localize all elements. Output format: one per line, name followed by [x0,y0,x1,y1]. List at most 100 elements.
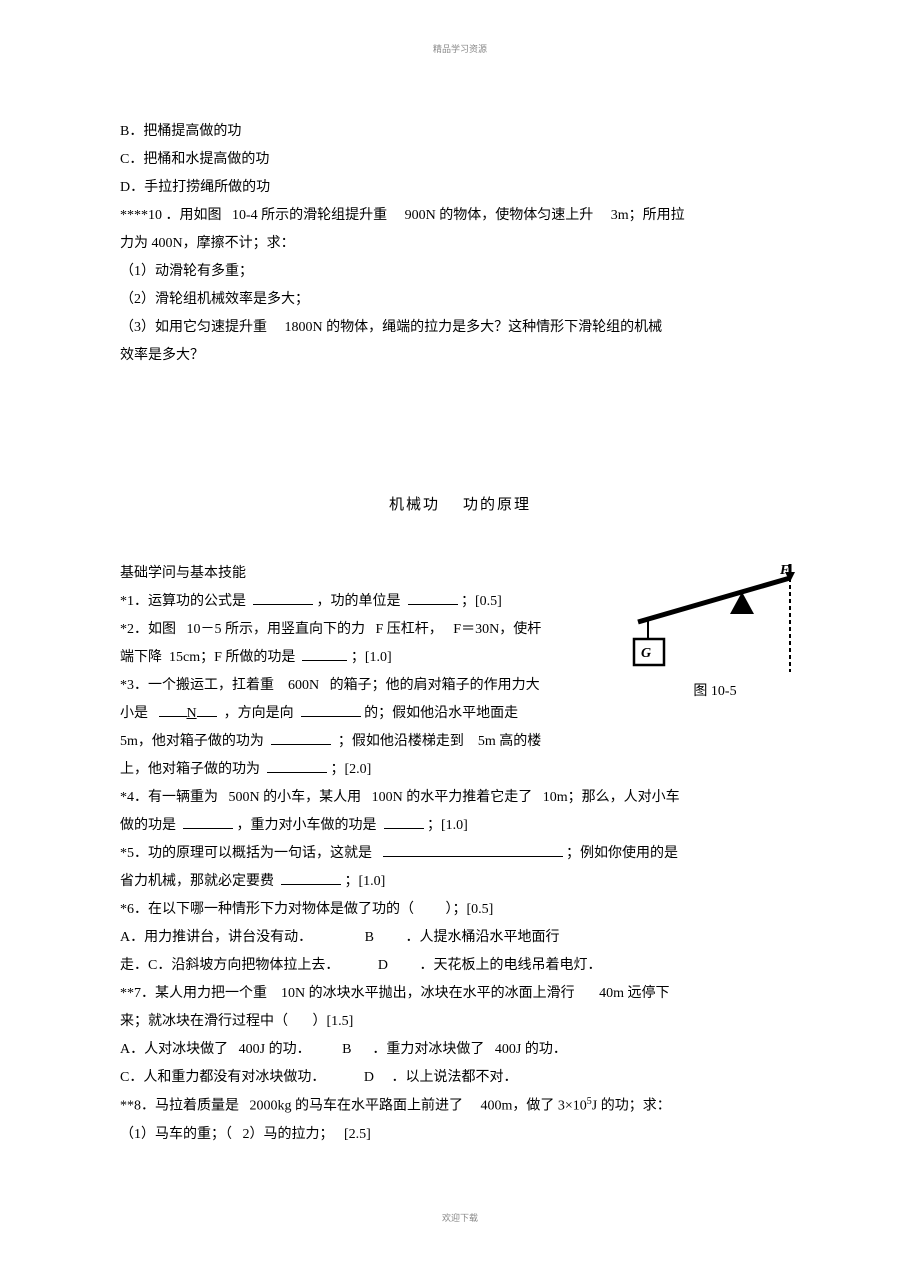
q10-sub2: （2）滑轮组机械效率是多大； [120,286,800,314]
q8: **8．马拉着质量是 2000kg 的马车在水平路面上前进了 400m，做了 3… [120,1092,800,1121]
q8-c: 400m，做了 3×10 [481,1099,587,1114]
q7b: 来；就冰块在滑行过程中（ ）[1.5] [120,1008,800,1036]
q7-optb-l: B [342,1042,351,1057]
q4-d: 10m；那么，人对小车 [543,790,680,805]
q1-b: ，功的单位是 [317,594,401,609]
q4: *4．有一辆重为 500N 的小车，某人用 100N 的水平力推着它走了 10m… [120,784,800,812]
q3-l: ；[2.0] [331,762,372,777]
q10-c: 900N 的物体，使物体匀速上升 [405,208,594,223]
q10-sub1: （1）动滑轮有多重； [120,258,800,286]
label-f: F [779,564,790,578]
q4b: 做的功是 ，重力对小车做的功是 ；[1.0] [120,812,800,840]
q10-sub3: （3）如用它匀速提升重 1800N 的物体，绳端的拉力是多大？这种情形下滑轮组的… [120,314,800,342]
opt-b: B．把桶提高做的功 [120,118,800,146]
q3-e: N [187,706,197,721]
q4-a: *4．有一辆重为 [120,790,218,805]
q4-f: ，重力对小车做的功是 [237,818,377,833]
figure-caption: 图 10-5 [630,678,800,706]
section-title-b: 功的原理 [463,497,531,513]
q10-line2: 力为 400N，摩擦不计；求： [120,230,800,258]
q3c: 5m，他对箱子做的功为 ；假如他沿楼梯走到 5m 高的楼 [120,728,800,756]
q7-opts1: A．人对冰块做了 400J 的功． B ．重力对冰块做了 400J 的功． [120,1036,800,1064]
q4-g: ；[1.0] [427,818,468,833]
q3-k: 上，他对箱子做的功为 [120,762,260,777]
q6-optd-t: ．天花板上的电线吊着电灯． [419,958,601,973]
q7-optb-t: ．重力对冰块做了 [372,1042,484,1057]
blank [271,731,331,745]
q7-c: 40m 远停下 [599,986,669,1001]
page-footer: 欢迎下载 [120,1209,800,1227]
q3-f: ，方向是向 [224,706,294,721]
blank [383,843,563,857]
q1-a: *1．运算功的公式是 [120,594,246,609]
q6-opts1: A．用力推讲台，讲台没有动． B ．人提水桶沿水平地面行 [120,924,800,952]
q2-e: 端下降 [120,650,162,665]
q2-g: ；[1.0] [351,650,392,665]
q4-e: 做的功是 [120,818,176,833]
q5: *5．功的原理可以概括为一句话，这就是 ；例如你使用的是 [120,840,800,868]
q6-optb-t: ．人提水桶沿水平地面行 [405,930,559,945]
q3-d: 小是 [120,706,148,721]
q5b: 省力机械，那就必定要费 ；[1.0] [120,868,800,896]
q2-a: *2．如图 [120,622,176,637]
blank [159,703,187,717]
q3-h: 5m，他对箱子做的功为 [120,734,264,749]
q7-a: **7．某人用力把一个重 [120,986,267,1001]
blank [302,647,347,661]
q7-d: 来；就冰块在滑行过程中（ [120,1014,288,1029]
q2-b: 10－5 所示，用竖直向下的力 [187,622,366,637]
q7-opts2: C．人和重力都没有对冰块做功． D ．以上说法都不对． [120,1064,800,1092]
q6-optc: 走．C．沿斜坡方向把物体拉上去． [120,958,339,973]
q6-opts2: 走．C．沿斜坡方向把物体拉上去． D ．天花板上的电线吊着电灯． [120,952,800,980]
q7-optbv: 400J 的功． [495,1042,567,1057]
blank [253,591,313,605]
blank [384,815,424,829]
q7-e: ）[1.5] [313,1014,354,1029]
blank [183,815,233,829]
q10-b: 10-4 所示的滑轮组提升重 [232,208,387,223]
page-header: 精品学习资源 [120,40,800,58]
q7-optc: C．人和重力都没有对冰块做功． [120,1070,325,1085]
q10-sub3c: 效率是多大？ [120,342,800,370]
q3d: 上，他对箱子做的功为 ；[2.0] [120,756,800,784]
q7-optd-l: D [364,1070,374,1085]
q6-optd-l: D [378,958,388,973]
blank [408,591,458,605]
q2-c: F 压杠杆， [376,622,443,637]
section-title-a: 机械功 [389,497,440,513]
q6-b: ）；[0.5] [446,902,494,917]
q5-d: ；[1.0] [345,874,386,889]
q8b: （1）马车的重；（ 2）马的拉力； [2.5] [120,1121,800,1149]
lever-diagram-icon: F G [630,564,800,674]
q10-3b: 1800N 的物体，绳端的拉力是多大？这种情形下滑轮组的机械 [285,320,663,335]
q3-g: 的；假如他沿水平地面走 [364,706,518,721]
q8-f: 2）马的拉力； [243,1127,334,1142]
q10-d: 3m；所用拉 [611,208,685,223]
q3-c: 的箱子；他的肩对箱子的作用力大 [330,678,540,693]
q7: **7．某人用力把一个重 10N 的冰块水平抛出，冰块在水平的冰面上滑行 40m… [120,980,800,1008]
q3-j: 5m 高的楼 [478,734,541,749]
q10-3a: （3）如用它匀速提升重 [120,320,267,335]
q6: *6．在以下哪一种情形下力对物体是做了功的（ ）；[0.5] [120,896,800,924]
opt-d: D．手拉打捞绳所做的功 [120,174,800,202]
blank [267,759,327,773]
label-g: G [641,646,651,661]
q8-d: J 的功；求： [592,1099,671,1114]
q10-a: ****10 ．用如图 [120,208,222,223]
q8-a: **8．马拉着质量是 [120,1099,239,1114]
blank [197,703,217,717]
q8-b: 2000kg 的马车在水平路面上前进了 [250,1099,464,1114]
q6-optb-l: B [365,930,374,945]
q6-opta: A．用力推讲台，讲台没有动． [120,930,312,945]
q3-a: *3．一个搬运工，扛着重 [120,678,274,693]
q1-c: ；[0.5] [461,594,502,609]
figure-10-5: F G 图 10-5 [630,564,800,706]
q7-optav: 400J 的功． [239,1042,311,1057]
q2-d: F＝30N，使杆 [453,622,541,637]
q7-b: 10N 的冰块水平抛出，冰块在水平的冰面上滑行 [281,986,575,1001]
q10-line1: ****10 ．用如图 10-4 所示的滑轮组提升重 900N 的物体，使物体匀… [120,202,800,230]
section-title: 机械功 功的原理 [120,490,800,520]
q4-b: 500N 的小车，某人用 [229,790,362,805]
q8-e: （1）马车的重；（ [120,1127,232,1142]
q3-b: 600N [288,678,319,693]
